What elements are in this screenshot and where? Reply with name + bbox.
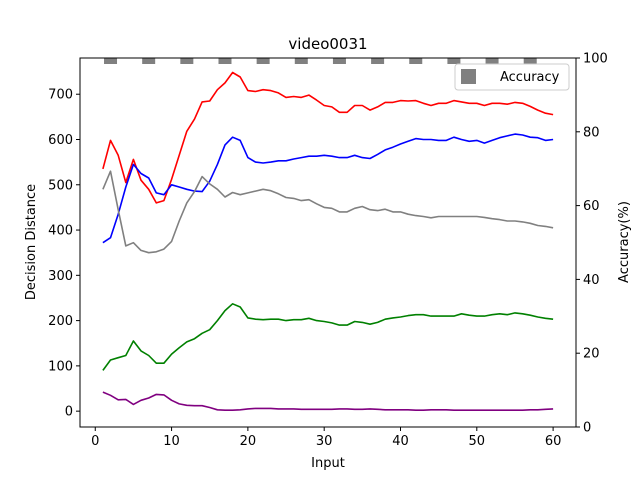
y-axis-label: Decision Distance	[24, 184, 39, 300]
x-tick-label: 10	[163, 434, 180, 449]
series-line-3	[102, 302, 554, 371]
series-line-1	[102, 133, 554, 244]
y2-tick-label: 20	[583, 347, 600, 362]
x-tick-label: 60	[545, 434, 562, 449]
y-tick-label: 300	[48, 269, 73, 284]
y2-tick-label: 0	[583, 421, 591, 436]
accuracy-bar	[485, 58, 499, 64]
legend-swatch-accuracy	[461, 69, 476, 84]
axes: 0 10 20 30 40 50 60010020030040050060070002040…	[48, 52, 608, 450]
plot-area	[102, 58, 554, 412]
plot-frame	[79, 57, 577, 428]
accuracy-bar	[523, 58, 537, 64]
accuracy-bar	[409, 58, 423, 64]
y-tick-label: 200	[48, 314, 73, 329]
legend-label-accuracy: Accuracy	[500, 70, 560, 85]
y-tick-label: 600	[48, 133, 73, 148]
legend: Accuracy	[454, 63, 570, 91]
series-line-2	[102, 170, 554, 254]
y2-tick-label: 80	[583, 125, 600, 140]
y2-tick-label: 40	[583, 273, 600, 288]
accuracy-bar	[104, 58, 118, 64]
accuracy-bar	[447, 58, 461, 64]
chart-title: video0031	[288, 35, 367, 53]
y-tick-label: 100	[48, 359, 73, 374]
x-tick-label: 20	[240, 434, 257, 449]
x-tick-label: 30	[316, 434, 333, 449]
x-axis-label: Input	[311, 456, 345, 471]
y2-tick-label: 60	[583, 199, 600, 214]
accuracy-bar	[218, 58, 232, 64]
accuracy-bar	[371, 58, 385, 64]
accuracy-bar	[180, 58, 194, 64]
x-tick-label: 40	[392, 434, 409, 449]
series-line-0	[102, 71, 554, 204]
legend-box	[454, 63, 570, 91]
y-tick-label: 700	[48, 88, 73, 103]
y2-tick-label: 100	[583, 52, 608, 67]
y2-axis-label: Accuracy(%)	[617, 201, 632, 283]
y-tick-label: 400	[48, 224, 73, 239]
x-tick-label: 0	[91, 434, 99, 449]
y-tick-label: 0	[65, 405, 73, 420]
accuracy-bar	[294, 58, 308, 64]
series-line-4	[102, 391, 554, 412]
accuracy-bar	[332, 58, 346, 64]
y-tick-label: 500	[48, 178, 73, 193]
accuracy-bar	[256, 58, 270, 64]
x-tick-label: 50	[469, 434, 486, 449]
accuracy-bar	[142, 58, 156, 64]
